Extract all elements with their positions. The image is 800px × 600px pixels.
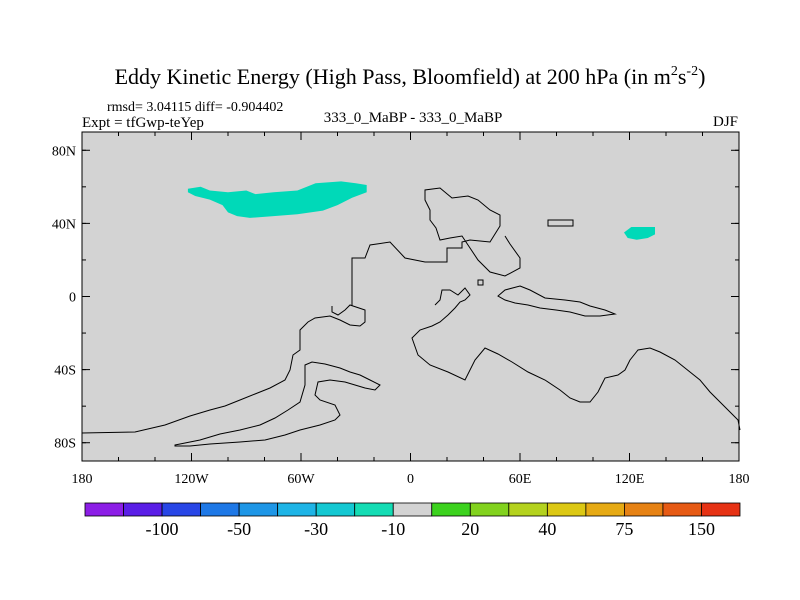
map-axes: 180 120W 60W 0 60E 120E 180 80N 40N 0 40S 80S (52, 132, 750, 487)
colorbar-swatch (546, 502, 587, 517)
colorbar-swatch (200, 502, 240, 517)
title-end: ) (698, 64, 705, 89)
colorbar-swatch (161, 502, 201, 517)
colorbar-swatch (277, 502, 317, 517)
comparison-label: 333_0_MaBP - 333_0_MaBP (324, 110, 503, 126)
colorbar-swatch (315, 502, 356, 517)
colorbar-label: -100 (146, 519, 179, 539)
colorbar-swatch (469, 502, 510, 517)
season-label: DJF (713, 114, 738, 130)
x-tick-label: 0 (407, 472, 414, 487)
coastlines (81, 187, 741, 447)
colorbar-swatch (354, 502, 394, 517)
y-tick-label: 80S (54, 437, 76, 452)
x-tick-label: 60E (509, 472, 532, 487)
x-tick-label: 180 (729, 472, 750, 487)
experiment-label: Expt = tfGwp-teYep (82, 115, 204, 131)
colorbar-swatch (585, 502, 625, 517)
colorbar-swatch (123, 502, 163, 517)
y-tick-label: 0 (69, 291, 76, 306)
colorbar-swatch (238, 502, 279, 517)
y-tick-label: 80N (52, 144, 76, 159)
colorbar-label: 40 (538, 519, 556, 539)
coastline-island-small (477, 279, 484, 286)
y-tick-label: 40S (54, 364, 76, 379)
coastline-americas (81, 304, 381, 447)
anomaly-regions (187, 181, 655, 240)
x-tick-label: 120W (174, 472, 209, 487)
stats-label: rmsd= 3.04115 diff= -0.904402 (107, 100, 283, 115)
title-main: Eddy Kinetic Energy (High Pass, Bloomfie… (115, 64, 671, 89)
coastline-africa-eurasia (351, 187, 741, 431)
colorbar-label: -10 (381, 519, 405, 539)
colorbar-swatch (624, 502, 664, 517)
colorbar-swatch (508, 502, 548, 517)
colorbar-swatch (662, 502, 702, 517)
chart-title: Eddy Kinetic Energy (High Pass, Bloomfie… (115, 64, 706, 89)
title-mid: s (678, 64, 687, 89)
north-atlantic-region (187, 181, 367, 218)
colorbar-swatch (431, 502, 471, 517)
colorbar-label: -30 (304, 519, 328, 539)
colorbar-label: 20 (461, 519, 479, 539)
x-tick-label: 180 (72, 472, 93, 487)
title-sup-1: 2 (671, 64, 678, 79)
x-tick-label: 60W (287, 472, 315, 487)
y-tick-label: 40N (52, 217, 76, 232)
x-tick-label: 120E (615, 472, 645, 487)
colorbar-swatch (392, 502, 433, 517)
title-sup-2: -2 (686, 64, 698, 79)
coastline-island (547, 219, 574, 227)
colorbar-swatch (84, 502, 124, 517)
map-background (81, 131, 740, 462)
colorbar-label: 150 (688, 519, 715, 539)
colorbar-label: 75 (615, 519, 633, 539)
coastline-eurasia-south (497, 285, 617, 317)
colorbar-label: -50 (227, 519, 251, 539)
north-pacific-region (624, 227, 655, 240)
colorbar: -100 -50 -30 -10 20 40 75 150 (84, 502, 741, 539)
colorbar-swatch (701, 502, 741, 517)
